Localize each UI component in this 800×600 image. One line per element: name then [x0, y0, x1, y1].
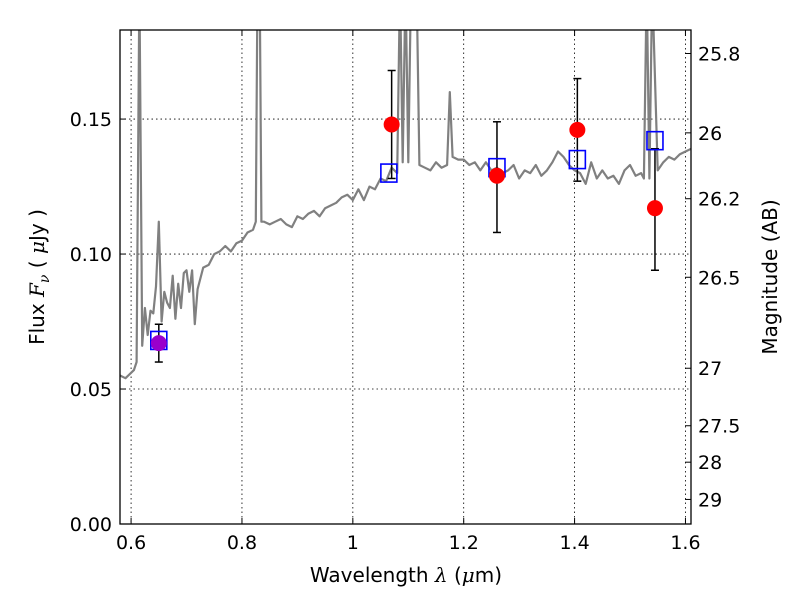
model-spectrum-line — [120, 30, 691, 380]
observed-flux-point — [488, 167, 505, 184]
observed-flux-point — [569, 121, 586, 138]
axes: 0.6 0.8 1 1.2 1.4 1.6 0.00 0.05 0.10 0.15 25.8 26 26… — [70, 30, 740, 554]
right-tick-label: 26 — [698, 123, 722, 145]
model-photometry-square — [380, 163, 398, 183]
model-photometry-square — [568, 149, 587, 170]
right-tick-label: 27 — [698, 358, 722, 380]
right-axis-label: Magnitude (AB) — [758, 199, 782, 354]
right-tick-label: 29 — [698, 489, 722, 511]
y-tick-label: 0.05 — [70, 379, 112, 401]
x-tick-label: 1 — [347, 532, 359, 554]
x-axis-label: Wavelength λ (μm) — [310, 563, 502, 587]
y-tick-label: 0.15 — [70, 109, 112, 131]
y-tick-label: 0.10 — [70, 244, 112, 266]
x-tick-label: 1.4 — [559, 532, 589, 554]
plot-frame — [119, 29, 692, 525]
right-tick-label: 26.2 — [698, 189, 740, 211]
y-tick-label: 0.00 — [70, 514, 112, 536]
right-tick-label: 27.5 — [698, 416, 740, 438]
grid — [120, 30, 691, 524]
observed-flux-point — [646, 200, 663, 217]
right-tick-label: 25.8 — [698, 43, 740, 65]
x-tick-label: 1.6 — [670, 532, 700, 554]
y-axis-label: Flux Fν ( μJy ) — [25, 209, 53, 345]
observed-flux-point — [150, 335, 167, 352]
right-tick-label: 28 — [698, 452, 722, 474]
model-photometry-square — [646, 130, 664, 151]
x-tick-label: 0.8 — [227, 532, 257, 554]
right-tick-label: 26.5 — [698, 267, 740, 289]
observed-flux-point — [383, 116, 400, 133]
x-tick-label: 0.6 — [116, 532, 146, 554]
x-tick-label: 1.2 — [449, 532, 479, 554]
plot-area — [120, 30, 691, 380]
